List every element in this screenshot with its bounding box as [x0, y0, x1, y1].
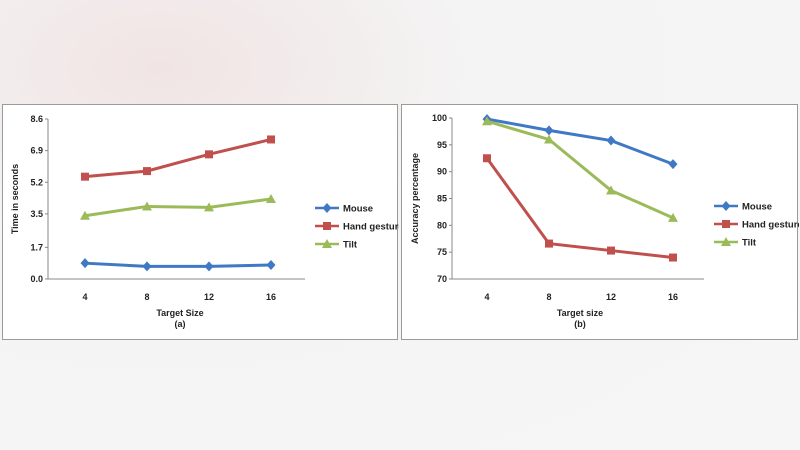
legend-marker-mouse — [322, 203, 332, 213]
legend-label-hand-gesture: Hand gesture — [343, 222, 399, 233]
series-line-tilt — [486, 119, 674, 220]
accuracy-chart: 100 95 90 85 80 75 70 4 8 12 16 Target size(b) Accur… — [410, 113, 799, 329]
data-point-mouse — [142, 261, 152, 272]
data-point-tilt — [80, 210, 90, 220]
y-tick-label: 80 — [437, 220, 447, 230]
y-tick-label: 95 — [437, 140, 447, 150]
data-point-hand-gesture — [545, 239, 553, 248]
data-point-hand-gesture — [483, 154, 491, 163]
x-tick-label: 4 — [484, 292, 489, 302]
legend-label-tilt: Tilt — [343, 240, 358, 251]
series-line-hand-gesture — [84, 138, 272, 179]
data-point-tilt — [266, 194, 276, 203]
data-point-tilt — [482, 116, 492, 126]
y-tick-label: 75 — [437, 247, 447, 257]
data-point-tilt — [204, 202, 214, 212]
y-tick-label: 85 — [437, 194, 447, 204]
y-tick-label: 8.6 — [30, 114, 43, 124]
y-tick-label: 100 — [432, 113, 447, 123]
data-point-mouse — [204, 261, 214, 272]
y-axis-title: Accuracy percentage — [410, 153, 420, 244]
legend-label-mouse: Mouse — [343, 204, 373, 215]
legend-marker-tilt — [322, 239, 332, 248]
data-point-mouse — [668, 159, 678, 170]
data-point-hand-gesture — [669, 253, 677, 262]
series-line-mouse — [486, 117, 674, 166]
y-tick-label: 0.0 — [30, 274, 43, 284]
x-tick-label: 12 — [204, 292, 214, 302]
y-tick-label: 70 — [437, 274, 447, 284]
data-point-tilt — [606, 185, 616, 195]
data-point-tilt — [544, 134, 554, 144]
legend-marker-hand-gesture — [722, 220, 730, 228]
data-point-mouse — [266, 260, 276, 271]
chart-panel-a: 0.0 1.7 3.5 5.2 6.9 8.6 4 8 12 16 Target Size (a) Ti… — [2, 104, 399, 340]
data-point-hand-gesture — [143, 167, 151, 176]
legend-marker-mouse — [721, 201, 731, 211]
data-point-hand-gesture — [205, 150, 213, 159]
data-point-hand-gesture — [267, 135, 275, 144]
legend-label-mouse: Mouse — [742, 202, 772, 213]
y-tick-label: 90 — [437, 167, 447, 177]
chart-panel-b: 100 95 90 85 80 75 70 4 8 12 16 Target size (b) Accur… — [401, 104, 799, 340]
data-point-mouse — [544, 125, 554, 136]
y-tick-label: 6.9 — [30, 146, 43, 156]
y-tick-label: 3.5 — [30, 209, 43, 219]
x-tick-label: 12 — [606, 292, 616, 302]
legend-label-hand-gesture: Hand gesture — [742, 220, 799, 231]
x-axis-title: Target Size — [156, 308, 203, 318]
x-tick-label: 16 — [668, 292, 678, 302]
legend-label-tilt: Tilt — [742, 238, 757, 249]
legend-marker-hand-gesture — [323, 222, 331, 230]
x-tick-label: 16 — [266, 292, 276, 302]
legend-marker-tilt — [721, 237, 731, 246]
x-tick-label: 8 — [546, 292, 551, 302]
x-tick-label: 4 — [82, 292, 87, 302]
series-line-mouse — [84, 261, 272, 268]
chart-caption: (a) — [175, 319, 186, 329]
data-point-mouse — [80, 258, 90, 269]
data-point-tilt — [142, 201, 152, 211]
series-line-hand-gesture — [485, 157, 674, 260]
time-chart: 0.0 1.7 3.5 5.2 6.9 8.6 4 8 12 16 Target Size(a) Ti… — [10, 114, 399, 329]
data-point-tilt — [668, 212, 678, 222]
data-point-hand-gesture — [607, 246, 615, 255]
series-line-tilt — [84, 197, 272, 218]
chart-caption: (b) — [574, 319, 586, 329]
y-tick-label: 5.2 — [30, 177, 43, 187]
y-axis-title: Time in seconds — [10, 164, 20, 234]
data-point-mouse — [606, 135, 616, 146]
x-axis-title: Target size — [557, 308, 603, 318]
x-tick-label: 8 — [144, 292, 149, 302]
y-tick-label: 1.7 — [30, 242, 43, 252]
data-point-hand-gesture — [81, 172, 89, 181]
